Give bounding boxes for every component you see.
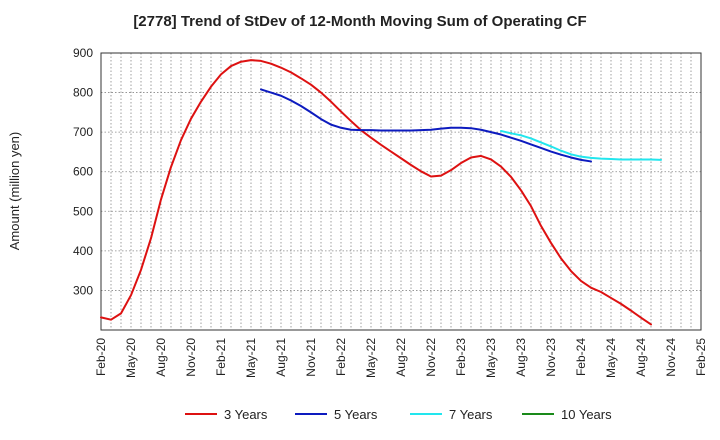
y-tick-label: 300 [73, 283, 93, 297]
chart-title: [2778] Trend of StDev of 12-Month Moving… [133, 13, 586, 30]
legend-label: 7 Years [449, 407, 493, 422]
x-tick-label: Nov-24 [664, 338, 678, 377]
legend-label: 10 Years [561, 407, 612, 422]
x-tick-label: Feb-24 [574, 338, 588, 376]
x-tick-label: Aug-20 [154, 338, 168, 377]
series-line-3-years [100, 59, 652, 326]
y-axis-label: Amount (million yen) [7, 132, 22, 251]
x-tick-label: Feb-21 [214, 338, 228, 376]
x-tick-label: Feb-20 [94, 338, 108, 376]
x-tick-label: Nov-23 [544, 338, 558, 377]
x-tick-label: Aug-21 [274, 338, 288, 377]
y-axis: 300 400 500 600 700 800 900 [73, 46, 93, 297]
x-tick-label: Feb-23 [454, 338, 468, 376]
x-tick-label: Aug-24 [634, 338, 648, 377]
x-tick-label: Nov-21 [304, 338, 318, 377]
x-tick-label: Aug-23 [514, 338, 528, 377]
x-tick-label: Nov-22 [424, 338, 438, 377]
series-line-5-years [260, 88, 592, 163]
x-axis: Feb-20 May-20 Aug-20 Nov-20 Feb-21 May-21 Aug-… [94, 338, 708, 378]
x-tick-label: May-22 [364, 338, 378, 378]
x-tick-label: May-23 [484, 338, 498, 378]
x-tick-label: May-20 [124, 338, 138, 378]
grid-lines [101, 53, 701, 330]
y-tick-label: 600 [73, 165, 93, 179]
x-tick-label: Aug-22 [394, 338, 408, 377]
y-tick-label: 500 [73, 204, 93, 218]
x-tick-label: Nov-20 [184, 338, 198, 377]
y-tick-label: 400 [73, 244, 93, 258]
y-tick-label: 900 [73, 46, 93, 60]
legend: 3 Years 5 Years 7 Years 10 Years [185, 407, 612, 422]
plot-area [100, 52, 702, 331]
x-tick-label: May-21 [244, 338, 258, 378]
x-tick-label: May-24 [604, 338, 618, 378]
y-tick-label: 700 [73, 125, 93, 139]
legend-label: 3 Years [224, 407, 268, 422]
y-tick-label: 800 [73, 86, 93, 100]
x-tick-label: Feb-25 [694, 338, 708, 376]
series-line-7-years [500, 129, 662, 161]
legend-label: 5 Years [334, 407, 378, 422]
x-tick-label: Feb-22 [334, 338, 348, 376]
series-lines [100, 59, 662, 326]
